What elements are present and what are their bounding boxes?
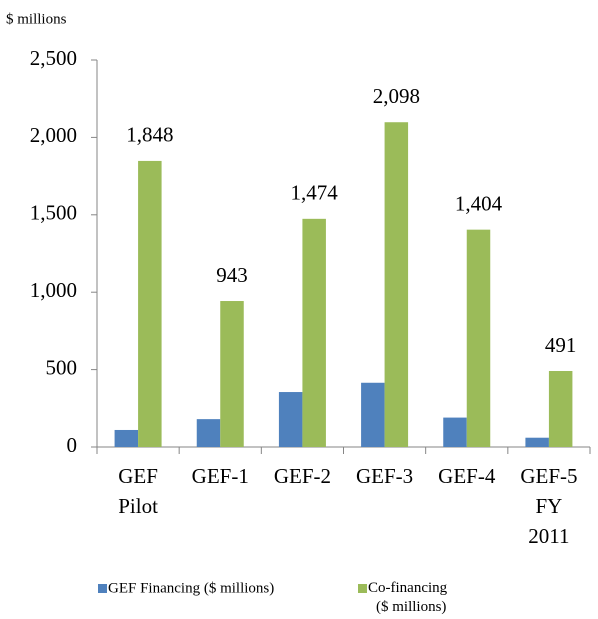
y-tick-label: 2,500 — [30, 46, 77, 70]
bar — [196, 419, 221, 447]
bar — [548, 370, 573, 447]
x-tick-label: GEF-2 — [274, 464, 331, 488]
y-tick-label: 1,500 — [30, 201, 77, 225]
bar — [466, 229, 491, 447]
bar — [384, 122, 409, 447]
y-tick-label: 0 — [67, 433, 78, 457]
x-tick-label: GEF Pilot — [118, 464, 158, 518]
bar — [114, 429, 139, 447]
data-label: 1,404 — [455, 191, 503, 215]
legend-label: GEF Financing ($ millions) — [108, 580, 274, 596]
bar — [443, 417, 467, 447]
legend-swatch — [98, 584, 107, 593]
data-label: 1,848 — [126, 123, 173, 147]
legend-swatch — [358, 584, 367, 593]
bar — [138, 160, 162, 447]
x-tick-label: GEF-5 FY 2011 — [520, 464, 577, 548]
x-tick-label: GEF-4 — [438, 464, 496, 488]
y-tick-label: 2,000 — [30, 123, 77, 147]
bar — [220, 301, 244, 447]
data-label: 2,098 — [373, 84, 420, 108]
data-label: 1,474 — [291, 181, 339, 205]
y-axis-label: $ millions — [6, 11, 67, 27]
bar — [278, 392, 303, 447]
data-label: 491 — [545, 333, 577, 357]
bar — [525, 437, 549, 447]
y-tick-label: 1,000 — [30, 278, 77, 302]
x-tick-label: GEF-1 — [192, 464, 249, 488]
bar — [302, 218, 326, 447]
y-tick-label: 500 — [46, 355, 78, 379]
data-label: 943 — [216, 263, 248, 287]
bar — [361, 382, 385, 447]
legend-label: Co-financing ($ millions) — [368, 580, 448, 615]
x-tick-label: GEF-3 — [356, 464, 413, 488]
